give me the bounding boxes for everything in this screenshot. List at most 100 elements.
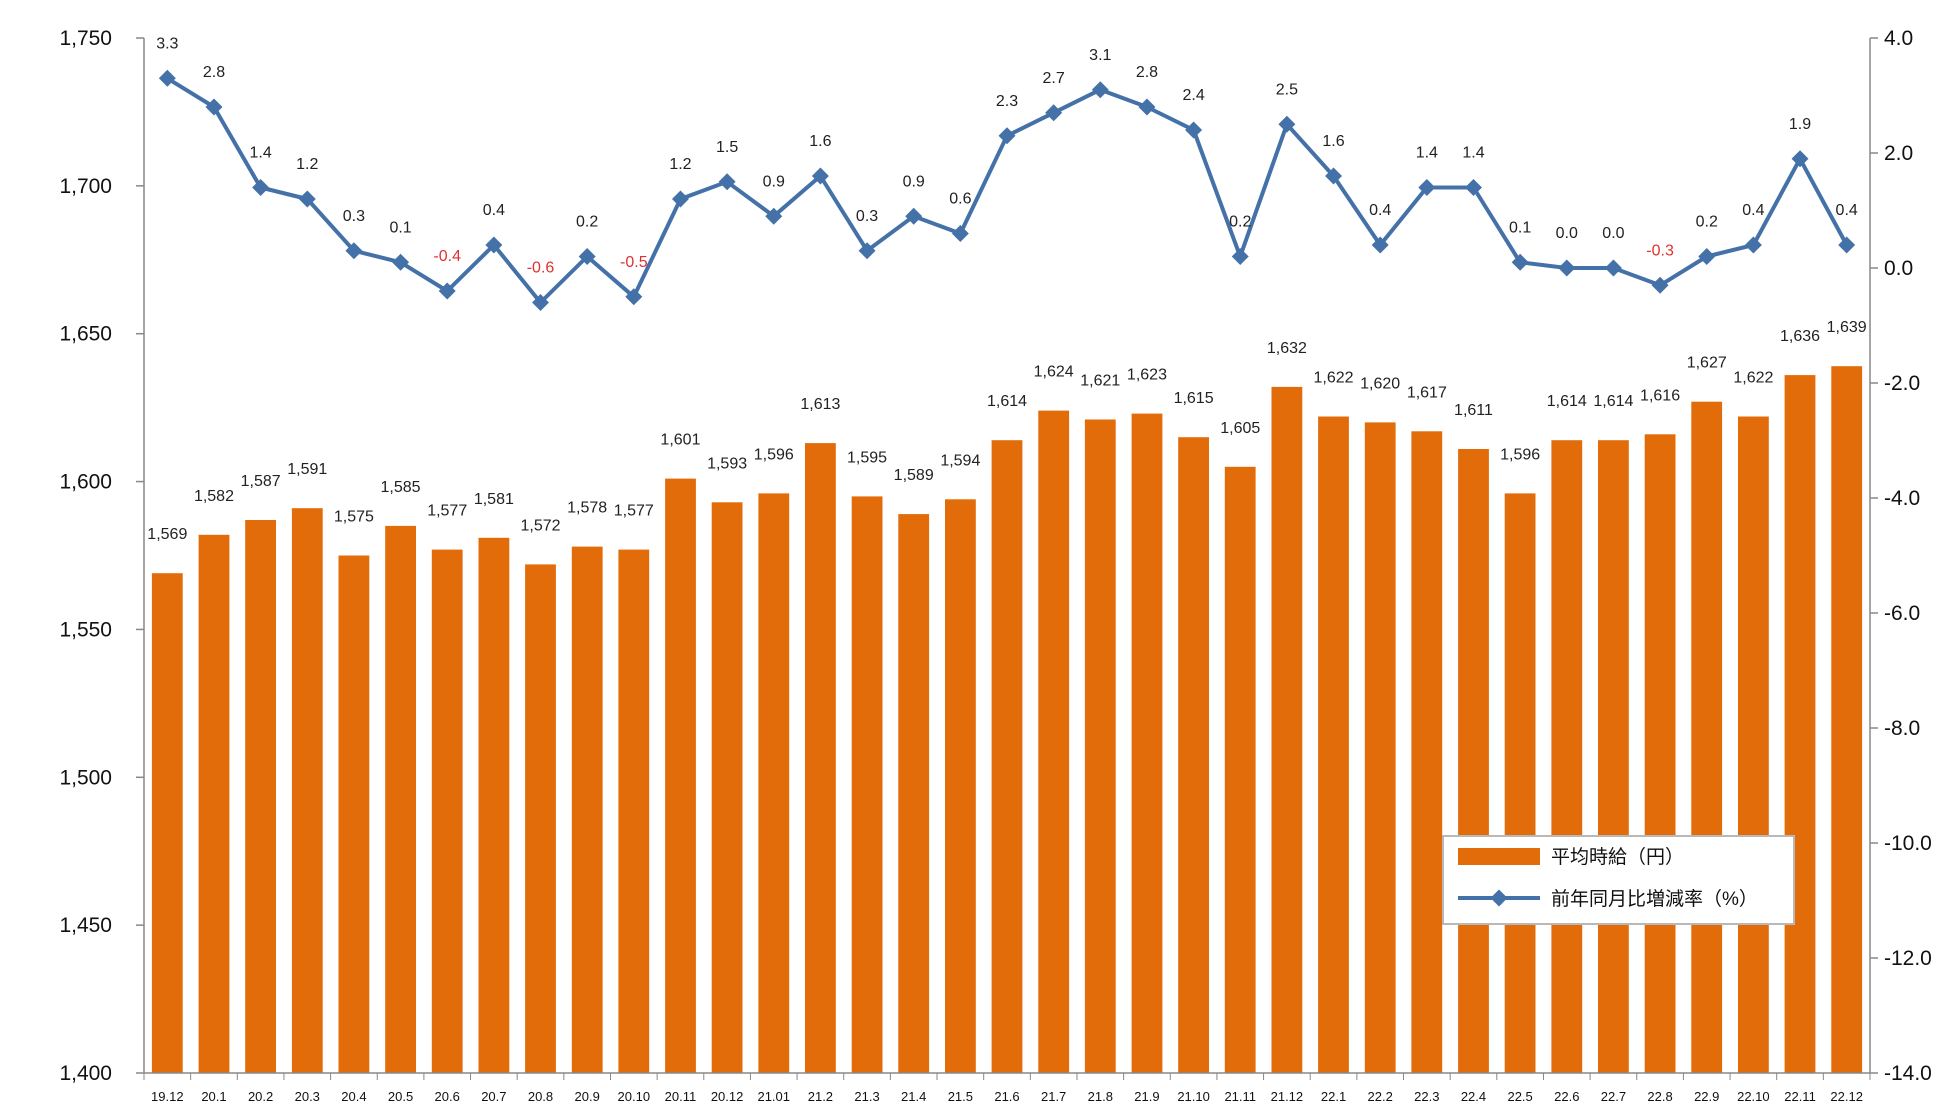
bar bbox=[1131, 413, 1163, 1074]
x-tick-label: 21.12 bbox=[1271, 1089, 1304, 1104]
bar-data-label: 1,611 bbox=[1454, 402, 1493, 419]
bar bbox=[1411, 431, 1443, 1073]
line-marker bbox=[1558, 259, 1576, 277]
y-right-tick-label: -4.0 bbox=[1884, 487, 1920, 510]
line-data-label: 3.1 bbox=[1089, 47, 1111, 64]
line-data-label: 2.8 bbox=[1136, 64, 1158, 81]
y-right-tick-label: 4.0 bbox=[1884, 27, 1913, 50]
x-tick-label: 20.2 bbox=[248, 1089, 273, 1104]
line-data-label: 2.4 bbox=[1182, 87, 1204, 104]
bar-data-label: 1,596 bbox=[1500, 446, 1540, 463]
bar-data-label: 1,614 bbox=[1593, 393, 1633, 410]
bar bbox=[291, 508, 323, 1073]
bar-data-label: 1,615 bbox=[1174, 390, 1214, 407]
bar-data-label: 1,596 bbox=[754, 446, 794, 463]
bar bbox=[805, 443, 836, 1074]
x-tick-label: 21.3 bbox=[854, 1089, 879, 1104]
bar-data-label: 1,582 bbox=[194, 488, 234, 505]
x-tick-label: 20.8 bbox=[528, 1089, 553, 1104]
bar-data-label: 1,581 bbox=[474, 491, 514, 508]
bar-data-label: 1,577 bbox=[614, 503, 654, 520]
bar-data-label: 1,605 bbox=[1220, 420, 1260, 437]
x-tick-label: 21.11 bbox=[1224, 1089, 1256, 1104]
line-marker bbox=[858, 242, 876, 260]
line-marker bbox=[1045, 104, 1063, 122]
line-data-label: 1.4 bbox=[1462, 145, 1484, 162]
bar bbox=[151, 573, 183, 1073]
y-right-tick-label: -6.0 bbox=[1884, 602, 1920, 625]
bar-data-label: 1,636 bbox=[1780, 328, 1820, 345]
line-marker bbox=[951, 225, 969, 242]
bar bbox=[1551, 440, 1583, 1073]
bar bbox=[1458, 449, 1489, 1073]
x-tick-label: 21.10 bbox=[1177, 1089, 1210, 1104]
bar-series bbox=[151, 366, 1863, 1074]
x-tick-label: 19.12 bbox=[151, 1089, 184, 1104]
bar bbox=[1084, 419, 1116, 1073]
bar bbox=[1038, 410, 1070, 1074]
bar bbox=[1504, 493, 1536, 1073]
bar bbox=[1178, 437, 1209, 1073]
line-data-label: 0.2 bbox=[1229, 214, 1251, 231]
bar-data-label: 1,587 bbox=[241, 473, 281, 490]
bar-data-label: 1,593 bbox=[707, 455, 747, 472]
line-marker bbox=[345, 242, 363, 260]
line-data-label: 1.2 bbox=[669, 156, 691, 173]
line-marker bbox=[1185, 121, 1203, 139]
line-marker bbox=[718, 173, 736, 191]
bar-data-label: 1,589 bbox=[894, 467, 934, 484]
legend-bar-swatch bbox=[1458, 848, 1540, 865]
x-tick-label: 22.7 bbox=[1601, 1089, 1626, 1104]
line-data-label: -0.6 bbox=[527, 260, 555, 277]
line-data-label: 2.7 bbox=[1043, 70, 1065, 87]
x-tick-label: 20.5 bbox=[388, 1089, 413, 1104]
x-tick-label: 22.12 bbox=[1830, 1089, 1863, 1104]
x-tick-label: 21.7 bbox=[1041, 1089, 1066, 1104]
legend-line-label: 前年同月比増減率（%） bbox=[1551, 888, 1758, 910]
y-left-tick-label: 1,450 bbox=[59, 914, 112, 937]
x-tick-label: 21.9 bbox=[1134, 1089, 1159, 1104]
x-tick-label: 21.4 bbox=[901, 1089, 926, 1104]
line-marker bbox=[158, 69, 176, 87]
line-data-label: 1.4 bbox=[1416, 145, 1438, 162]
line-data-label: 0.1 bbox=[389, 219, 411, 236]
x-tick-label: 21.5 bbox=[948, 1089, 973, 1104]
bar-data-label: 1,617 bbox=[1407, 384, 1447, 401]
line-data-label: 2.8 bbox=[203, 64, 225, 81]
x-tick-label: 22.11 bbox=[1784, 1089, 1816, 1104]
bar bbox=[1318, 416, 1349, 1073]
bar-data-label: 1,575 bbox=[334, 509, 374, 526]
bar bbox=[851, 496, 883, 1073]
line-marker bbox=[252, 179, 270, 196]
line-marker bbox=[1838, 236, 1856, 254]
x-tick-label: 21.01 bbox=[757, 1089, 790, 1104]
bar bbox=[1831, 366, 1863, 1073]
bar-data-label: 1,622 bbox=[1733, 370, 1773, 387]
bar bbox=[1364, 422, 1396, 1073]
y-left-tick-label: 1,500 bbox=[59, 766, 112, 789]
bar bbox=[1271, 386, 1303, 1073]
line-marker bbox=[438, 282, 456, 300]
bar-data-label: 1,639 bbox=[1827, 319, 1867, 336]
bar-data-label: 1,591 bbox=[287, 461, 327, 478]
x-tick-label: 20.1 bbox=[201, 1089, 226, 1104]
x-tick-label: 20.12 bbox=[711, 1089, 744, 1104]
line-data-label: 2.5 bbox=[1276, 81, 1298, 98]
bar bbox=[945, 499, 976, 1073]
legend-bar-label: 平均時給（円） bbox=[1551, 846, 1684, 868]
x-tick-label: 22.9 bbox=[1694, 1089, 1719, 1104]
line-marker bbox=[532, 294, 549, 311]
x-tick-label: 22.5 bbox=[1507, 1089, 1532, 1104]
y-left-tick-label: 1,550 bbox=[59, 618, 112, 641]
bar bbox=[338, 555, 370, 1073]
y-right-tick-label: -10.0 bbox=[1884, 832, 1932, 855]
line-data-label: 1.6 bbox=[809, 133, 831, 150]
line-data-label: 3.3 bbox=[156, 35, 178, 52]
line-data-label: -0.5 bbox=[620, 254, 648, 271]
x-tick-label: 22.10 bbox=[1737, 1089, 1770, 1104]
bar bbox=[711, 502, 743, 1073]
line-data-label: 0.0 bbox=[1556, 225, 1578, 242]
y-left-tick-label: 1,600 bbox=[59, 471, 112, 494]
x-tick-label: 20.10 bbox=[618, 1089, 651, 1104]
